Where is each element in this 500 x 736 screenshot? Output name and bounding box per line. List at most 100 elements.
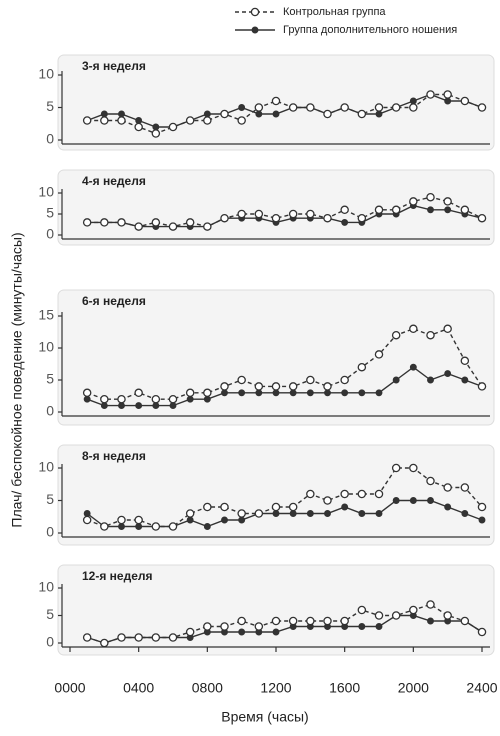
data-point [477,103,487,112]
data-point [427,206,434,214]
data-point [306,510,314,517]
data-point [271,213,281,223]
data-point [168,394,178,404]
data-point [220,622,229,631]
data-point [323,616,332,626]
x-tick-label: 2000 [398,680,429,696]
data-point [391,205,401,215]
data-point [203,395,211,403]
panel-title: 12-я неделя [82,569,153,583]
data-point [443,197,452,206]
legend-marker [251,26,259,34]
data-point [323,109,332,119]
data-point [100,116,109,125]
data-point [288,209,298,219]
data-point [203,110,211,118]
data-point [100,394,109,404]
series-line [86,603,483,644]
data-point [461,376,469,384]
data-point [358,389,366,397]
data-point [272,510,280,517]
data-point [460,96,470,106]
data-point [82,633,92,642]
data-point [254,622,264,631]
data-point [288,616,298,626]
data-point [324,389,331,397]
data-point [306,375,315,385]
data-point [271,616,281,626]
data-point [426,330,435,340]
data-point [254,382,264,391]
data-point [340,616,349,626]
data-point [306,616,315,626]
y-tick-label: 15 [38,307,54,323]
data-point [134,388,143,398]
data-point [460,483,470,492]
data-point [100,110,108,118]
data-point [426,192,435,202]
data-point [203,222,212,231]
data-point [117,394,126,404]
data-point [358,510,366,517]
series-line [87,93,483,135]
data-point [151,522,161,531]
data-point [100,218,109,227]
data-point [135,402,143,410]
data-point [152,123,160,131]
data-point [477,502,487,512]
data-point [357,362,367,372]
y-axis-label: Плач/ беспокойное поведение (минуты/часы… [9,232,25,527]
data-point [375,110,383,118]
y-tick-label: 5 [46,606,54,622]
data-point [375,623,383,630]
data-point [443,324,452,334]
data-point [185,116,195,125]
data-point [357,109,367,119]
data-point [135,523,143,530]
legend-marker [250,7,260,17]
data-point [409,324,418,334]
data-point [477,382,487,391]
data-point [306,489,315,499]
data-point [134,122,143,132]
data-point [118,523,125,530]
data-point [272,628,280,636]
y-tick-label: 10 [38,579,54,595]
legend-label: Группа дополнительного ношения [283,24,457,36]
data-point [374,103,384,112]
data-point [426,600,435,609]
data-point [444,503,452,511]
data-point [357,605,367,615]
data-point [100,638,109,648]
data-point [392,376,400,384]
data-point [460,205,470,215]
data-point [185,627,195,637]
data-point [443,90,452,99]
data-point [185,509,195,518]
data-point [460,356,470,366]
data-point [151,394,161,404]
data-point [288,103,298,112]
y-tick-label: 10 [38,339,54,355]
y-tick-label: 0 [46,131,54,147]
data-point [203,502,212,512]
data-point [341,503,349,511]
data-point [409,463,418,473]
data-point [134,222,143,231]
data-point [306,389,314,397]
data-point [168,122,178,132]
data-point [324,510,331,517]
x-tick-label: 1200 [260,680,291,696]
data-point [444,206,452,214]
panel-background [57,564,495,656]
data-point [186,395,194,403]
panel-background [57,444,495,546]
x-tick-label: 0000 [54,680,85,696]
data-point [151,633,161,642]
data-point [220,109,229,119]
data-point [203,388,212,398]
data-point [340,489,349,499]
data-point [221,389,228,397]
data-point [374,205,384,215]
